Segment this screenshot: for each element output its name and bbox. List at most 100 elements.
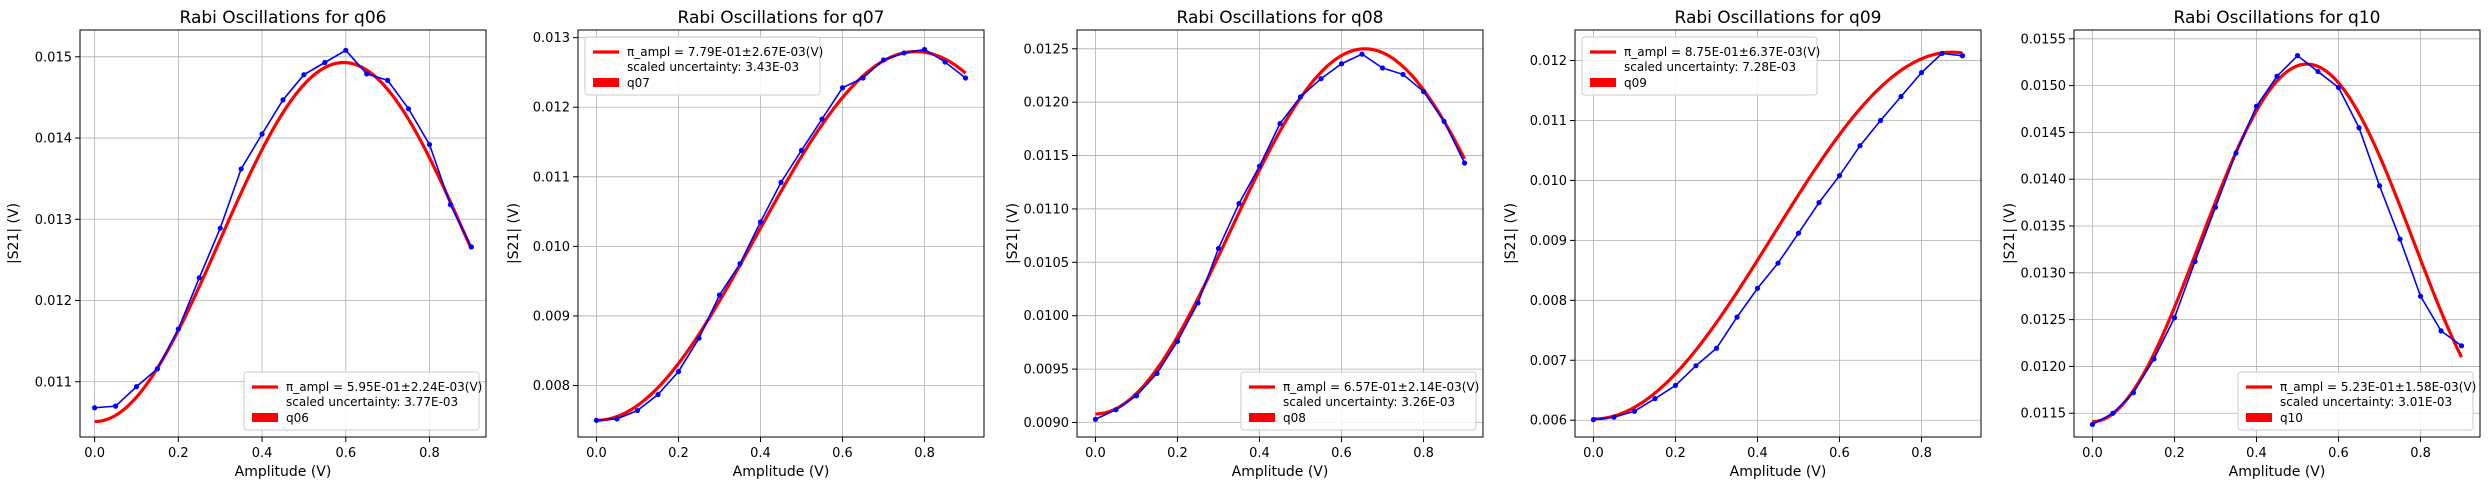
legend-fit-label: π_ampl = 8.75E-01±6.37E-03(V) [1624,45,1820,59]
data-line [596,48,967,422]
y-tick-label: 0.009 [1530,234,1567,249]
legend: π_ampl = 7.79E-01±2.67E-03(V)scaled unce… [584,36,823,96]
data-point [1359,51,1365,57]
data-point [1092,416,1099,422]
chart-panel-q10: 0.0 0.2 0.4 0.6 0.8 0.0115 0.0120 0.0125 0.0130 0… [2002,8,2481,480]
data-point [655,391,661,398]
legend: π_ampl = 8.75E-01±6.37E-03(V)scaled unce… [1581,36,1820,96]
legend: π_ampl = 5.95E-01±2.24E-03(V)scaled unce… [243,371,482,431]
data-point [962,75,969,81]
y-tick-label: 0.009 [533,309,570,324]
legend-data-label: q06 [286,411,309,425]
x-tick-label: 0.0 [2082,446,2103,461]
y-tick-label: 0.014 [35,132,72,147]
data-point [696,335,702,341]
data-point [1857,143,1863,149]
axes-frame [79,29,487,438]
data-point [1400,71,1406,78]
chart-title: Rabi Oscillations for q06 [180,8,387,28]
y-tick-label: 0.0130 [2021,266,2067,281]
legend-fit-label: π_ampl = 5.23E-01±1.58E-03(V) [2280,380,2476,394]
data-point [1754,285,1761,291]
x-tick-label: 0.6 [335,446,356,461]
legend-data-swatch [1590,78,1616,87]
data-point [2253,103,2260,109]
data-point [860,75,866,81]
data-point [1734,314,1740,320]
data-point [1898,93,1904,100]
y-tick-label: 0.012 [35,294,72,309]
x-tick-label: 0.8 [1911,446,1932,461]
data-point [1877,117,1884,124]
data-point [1256,163,1263,169]
data-point [217,225,223,231]
fit-curve [94,60,473,424]
y-tick-label: 0.007 [1530,354,1567,369]
y-tick-label: 0.0120 [1024,96,1070,111]
data-point [426,141,433,148]
data-point [1775,260,1781,266]
data-point [2397,236,2403,242]
y-tick-label: 0.0115 [1024,149,1070,164]
data-line [1095,53,1466,421]
data-line [1593,52,1963,421]
x-tick-label: 0.4 [2246,446,2267,461]
x-axis-label: Amplitude (V) [235,464,332,480]
data-point [2458,343,2465,349]
data-point [301,72,307,78]
data-point [2376,183,2383,189]
y-tick-label: 0.006 [1530,414,1567,429]
y-tick-label: 0.008 [533,379,570,394]
legend-uncertainty-label: scaled uncertainty: 3.01E-03 [2280,395,2452,409]
data-point [112,403,119,409]
data-point [2212,204,2219,210]
data-point [175,326,181,332]
y-axis-label: |S21| (V) [2002,203,2018,264]
x-tick-label: 0.0 [84,446,105,461]
axes-frame [2073,29,2481,438]
legend-data-label: q09 [1624,76,1647,90]
data-point [405,106,412,112]
data-point [778,179,784,185]
legend-box [2237,371,2474,431]
data-point [1693,363,1699,369]
x-axis-label: Amplitude (V) [1232,464,1329,480]
data-point [634,407,641,414]
y-tick-label: 0.010 [533,240,570,255]
x-tick-label: 0.8 [2410,446,2431,461]
data-point [196,275,202,281]
legend-data-label: q10 [2280,411,2303,425]
x-tick-label: 0.4 [252,446,273,461]
legend-uncertainty-label: scaled uncertainty: 3.77E-03 [286,395,458,409]
chart-title: Rabi Oscillations for q07 [678,8,885,28]
data-point [1461,160,1468,166]
y-tick-label: 0.0150 [2021,79,2067,94]
legend-fit-label: π_ampl = 5.95E-01±2.24E-03(V) [286,380,482,394]
y-tick-label: 0.0095 [1024,363,1070,378]
data-point [1590,417,1597,423]
legend-uncertainty-label: scaled uncertainty: 3.26E-03 [1283,395,1455,409]
data-point [593,417,600,423]
data-point [1195,300,1201,306]
x-tick-label: 0.6 [1829,446,1850,461]
data-point [1959,53,1966,59]
legend: π_ampl = 5.23E-01±1.58E-03(V)scaled unce… [2237,371,2476,431]
data-point [2315,68,2321,75]
data-point [2417,293,2424,299]
data-point [839,85,846,91]
data-point [2294,53,2301,59]
x-tick-label: 0.0 [1583,446,1604,461]
plot-area [593,46,969,423]
y-tick-label: 0.011 [533,170,570,185]
data-point [2438,328,2444,334]
data-point [901,50,907,56]
data-point [1318,76,1324,82]
data-point [1297,94,1304,100]
data-point [614,416,620,422]
data-point [2356,125,2362,131]
y-tick-label: 0.012 [533,101,570,116]
data-point [1236,201,1242,207]
legend-data-label: q08 [1283,411,1306,425]
x-tick-label: 0.4 [1747,446,1768,461]
